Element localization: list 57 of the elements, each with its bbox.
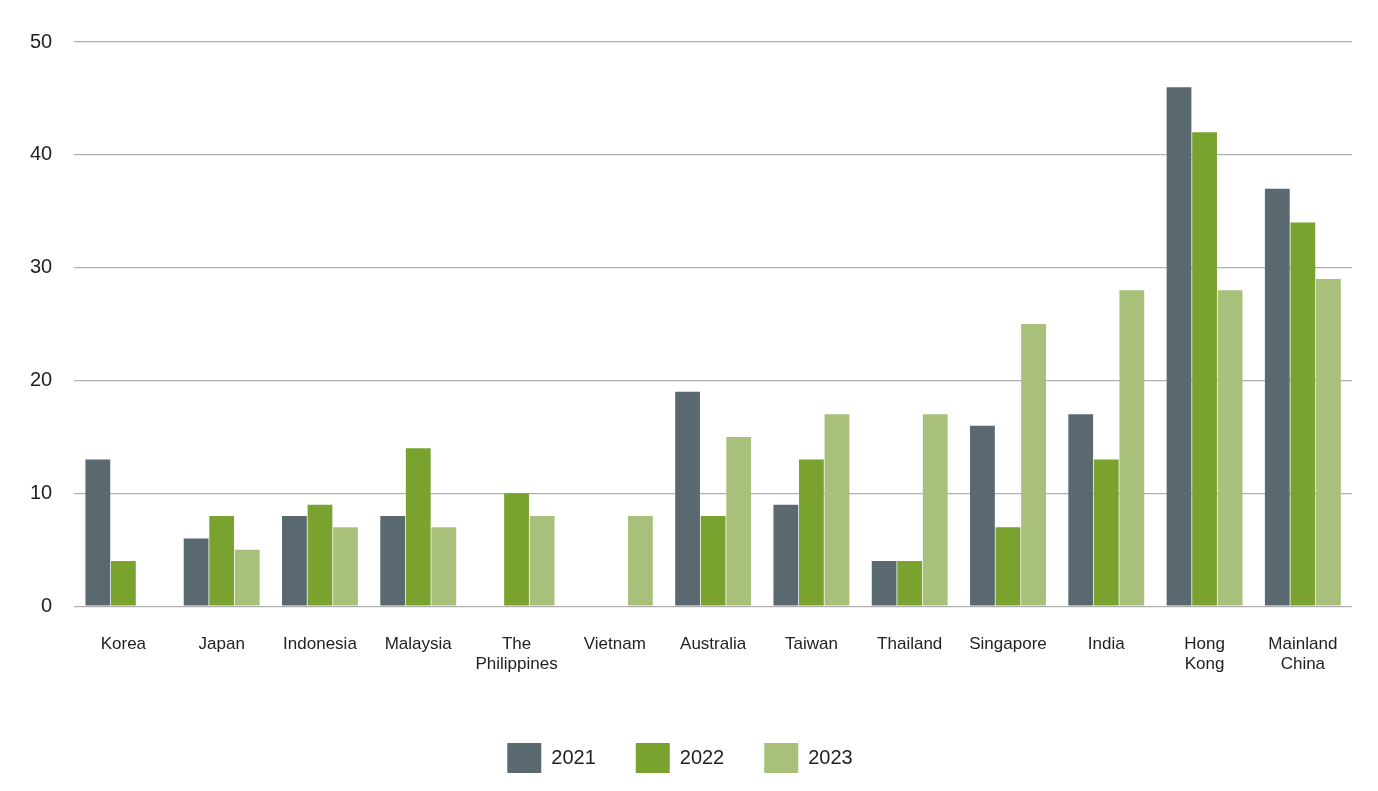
- x-tick-label: Hong Kong: [1184, 634, 1225, 674]
- bar: [628, 515, 653, 606]
- legend-label: 2022: [679, 745, 725, 768]
- y-tick-label: 30: [30, 255, 53, 278]
- bar: [504, 493, 529, 606]
- bar: [1290, 222, 1316, 606]
- bar: [897, 561, 923, 606]
- bar: [970, 425, 995, 606]
- x-tick-label: Vietnam: [583, 634, 646, 654]
- legend-label: 2023: [808, 745, 853, 768]
- bar: [675, 391, 700, 606]
- bar: [85, 459, 111, 606]
- bar: [700, 515, 726, 606]
- bar: [726, 436, 752, 606]
- bar: [380, 515, 406, 606]
- bar: [1119, 290, 1145, 606]
- bar: [282, 515, 307, 606]
- bar: [405, 448, 431, 606]
- x-tick-label: Australia: [680, 634, 747, 654]
- bar: [209, 515, 235, 606]
- bar: [307, 504, 333, 606]
- bar: [773, 504, 799, 606]
- y-tick-label: 40: [30, 142, 53, 165]
- bar: [1217, 290, 1243, 606]
- y-tick-label: 0: [41, 593, 53, 616]
- bar: [183, 538, 209, 606]
- bar: [333, 527, 358, 606]
- bar: [871, 561, 897, 606]
- bar: [1068, 414, 1094, 606]
- y-tick-label: 20: [30, 368, 53, 391]
- x-tick-label: India: [1087, 634, 1126, 654]
- bar: [922, 414, 948, 606]
- x-tick-label: Indonesia: [283, 634, 358, 654]
- bar: [1021, 324, 1046, 606]
- bar: [1264, 188, 1290, 606]
- x-tick-label: Taiwan: [784, 634, 838, 654]
- y-tick-label: 10: [30, 480, 53, 503]
- x-tick-label: Mainland China: [1268, 634, 1338, 674]
- bar: [1316, 278, 1341, 606]
- x-tick-label: Malaysia: [384, 634, 453, 654]
- x-tick-label: Thailand: [877, 634, 943, 654]
- bar: [234, 549, 260, 606]
- legend-label: 2021: [551, 745, 596, 768]
- bar: [1192, 132, 1217, 606]
- y-tick-label: 50: [30, 29, 53, 52]
- bar: [799, 459, 824, 606]
- bar: [431, 527, 457, 606]
- x-tick-label: Singapore: [969, 634, 1047, 654]
- bar: [529, 515, 555, 606]
- x-tick-label: The Philippines: [475, 634, 558, 674]
- x-tick-label: Japan: [198, 634, 245, 654]
- bar: [1093, 459, 1119, 606]
- bar: [111, 561, 136, 606]
- x-tick-label: Korea: [100, 634, 147, 654]
- bar: [824, 414, 850, 606]
- bar: [995, 527, 1021, 606]
- bar: [1166, 87, 1192, 606]
